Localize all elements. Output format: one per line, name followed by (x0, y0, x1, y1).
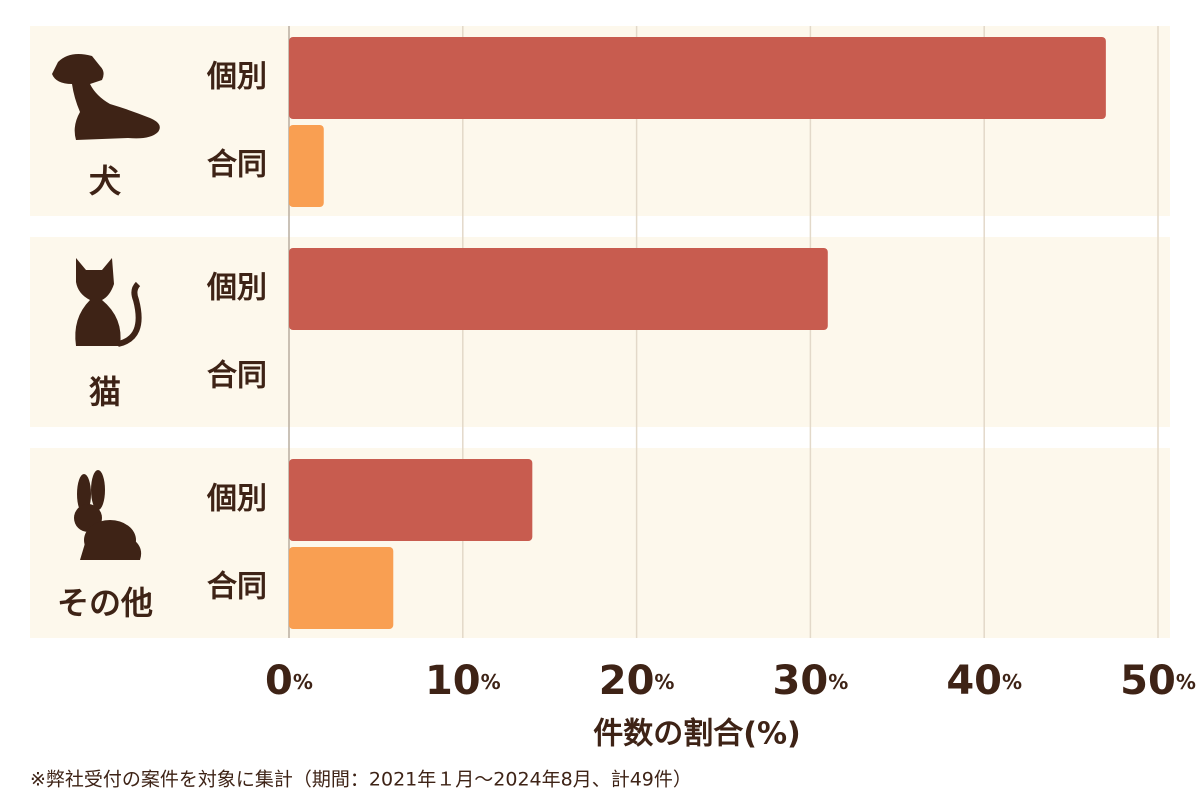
icons (52, 54, 160, 560)
series-label: 合同 (207, 570, 267, 605)
bar (289, 37, 1106, 119)
group-panel (30, 448, 1170, 638)
series-label: 個別 (206, 482, 267, 517)
x-tick-label: 10% (425, 658, 501, 704)
x-tick-label: 50% (1120, 658, 1196, 704)
bar (289, 248, 828, 330)
series-label: 合同 (207, 359, 267, 394)
category-label: 猫 (89, 373, 121, 411)
bar (289, 125, 324, 207)
category-label: その他 (57, 584, 153, 622)
x-tick-label: 20% (599, 658, 675, 704)
bar (289, 547, 394, 629)
bar (289, 459, 533, 541)
series-label: 個別 (206, 271, 267, 306)
x-tick-label: 30% (773, 658, 849, 704)
series-label: 個別 (206, 60, 267, 95)
dog-icon (52, 54, 160, 140)
footnote: ※弊社受付の案件を対象に集計（期間：2021年１月～2024年8月、計49件） (30, 769, 692, 791)
x-tick-label: 0% (265, 658, 313, 704)
x-tick-label: 40% (946, 658, 1022, 704)
rabbit-icon (74, 470, 142, 560)
x-axis-title: 件数の割合(%) (593, 717, 800, 752)
series-label: 合同 (207, 148, 267, 183)
category-label: 犬 (89, 162, 121, 200)
cat-icon (75, 258, 142, 347)
